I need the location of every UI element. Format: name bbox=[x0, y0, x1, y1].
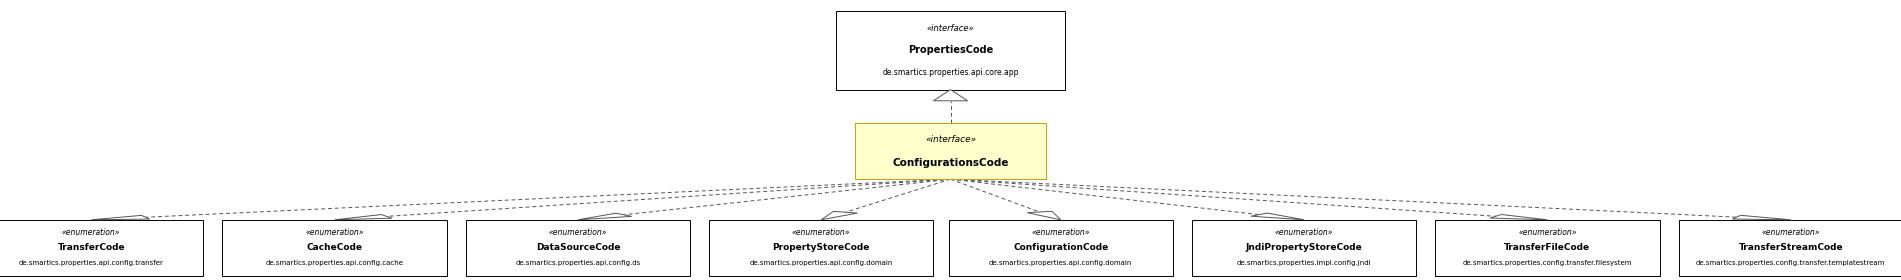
Text: «enumeration»: «enumeration» bbox=[1519, 228, 1576, 237]
Text: «interface»: «interface» bbox=[926, 24, 975, 33]
FancyBboxPatch shape bbox=[1679, 220, 1901, 276]
FancyBboxPatch shape bbox=[0, 220, 203, 276]
FancyBboxPatch shape bbox=[222, 220, 447, 276]
Text: de.smartics.properties.config.transfer.templatestream: de.smartics.properties.config.transfer.t… bbox=[1696, 260, 1886, 267]
Text: ConfigurationCode: ConfigurationCode bbox=[1013, 243, 1108, 252]
Text: PropertyStoreCode: PropertyStoreCode bbox=[772, 243, 871, 252]
Polygon shape bbox=[1251, 213, 1304, 220]
Text: «enumeration»: «enumeration» bbox=[1762, 228, 1819, 237]
Text: «enumeration»: «enumeration» bbox=[793, 228, 850, 237]
Polygon shape bbox=[933, 90, 968, 101]
Polygon shape bbox=[1732, 215, 1791, 220]
Text: de.smartics.properties.api.core.app: de.smartics.properties.api.core.app bbox=[882, 68, 1019, 77]
Polygon shape bbox=[578, 213, 631, 220]
FancyBboxPatch shape bbox=[949, 220, 1173, 276]
Text: JndiPropertyStoreCode: JndiPropertyStoreCode bbox=[1245, 243, 1363, 252]
Text: «enumeration»: «enumeration» bbox=[306, 228, 363, 237]
Text: CacheCode: CacheCode bbox=[306, 243, 363, 252]
Polygon shape bbox=[821, 211, 857, 220]
FancyBboxPatch shape bbox=[836, 11, 1065, 90]
Text: DataSourceCode: DataSourceCode bbox=[536, 243, 620, 252]
FancyBboxPatch shape bbox=[466, 220, 690, 276]
Text: «enumeration»: «enumeration» bbox=[549, 228, 606, 237]
Text: de.smartics.properties.config.transfer.filesystem: de.smartics.properties.config.transfer.f… bbox=[1462, 260, 1633, 267]
FancyBboxPatch shape bbox=[1192, 220, 1416, 276]
Text: de.smartics.properties.api.config.domain: de.smartics.properties.api.config.domain bbox=[749, 260, 893, 267]
Text: de.smartics.properties.impl.config.jndi: de.smartics.properties.impl.config.jndi bbox=[1238, 260, 1371, 267]
Text: «enumeration»: «enumeration» bbox=[1276, 228, 1333, 237]
Text: TransferFileCode: TransferFileCode bbox=[1504, 243, 1591, 252]
Text: TransferCode: TransferCode bbox=[57, 243, 125, 252]
FancyBboxPatch shape bbox=[855, 123, 1046, 179]
FancyBboxPatch shape bbox=[1435, 220, 1660, 276]
Polygon shape bbox=[1027, 211, 1061, 220]
Polygon shape bbox=[91, 215, 150, 220]
Text: de.smartics.properties.api.config.cache: de.smartics.properties.api.config.cache bbox=[266, 260, 403, 267]
Text: ConfigurationsCode: ConfigurationsCode bbox=[892, 158, 1009, 168]
Text: «enumeration»: «enumeration» bbox=[1032, 228, 1089, 237]
Text: de.smartics.properties.api.config.transfer: de.smartics.properties.api.config.transf… bbox=[19, 260, 163, 267]
Text: de.smartics.properties.api.config.domain: de.smartics.properties.api.config.domain bbox=[989, 260, 1133, 267]
Polygon shape bbox=[1490, 214, 1547, 220]
FancyBboxPatch shape bbox=[709, 220, 933, 276]
Polygon shape bbox=[335, 214, 392, 220]
Text: «interface»: «interface» bbox=[926, 135, 975, 144]
Text: «enumeration»: «enumeration» bbox=[63, 228, 120, 237]
Text: PropertiesCode: PropertiesCode bbox=[909, 45, 992, 55]
Text: de.smartics.properties.api.config.ds: de.smartics.properties.api.config.ds bbox=[515, 260, 641, 267]
Text: TransferStreamCode: TransferStreamCode bbox=[1738, 243, 1844, 252]
